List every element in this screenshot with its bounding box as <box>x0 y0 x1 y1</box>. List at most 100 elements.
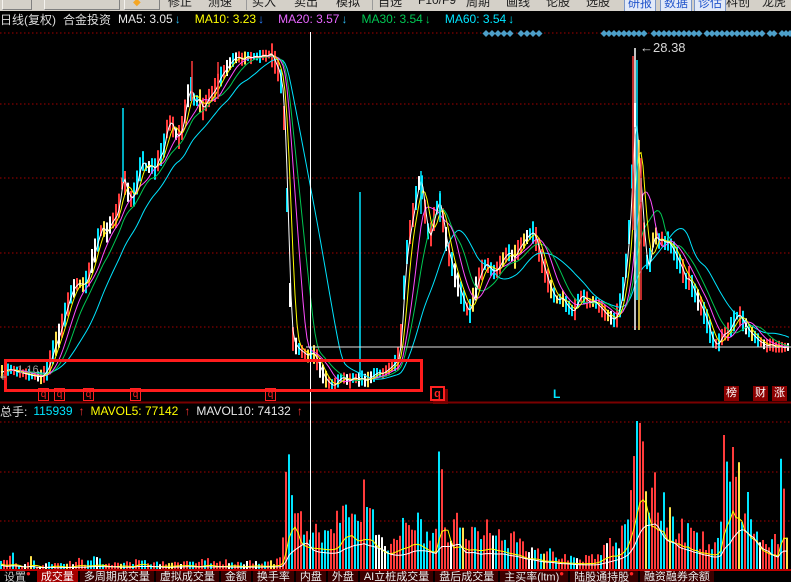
signal-diamond-icon <box>640 30 648 37</box>
up-arrow-icon: ↑ <box>184 404 191 418</box>
signal-diamond-icon <box>494 30 502 37</box>
q-marker[interactable]: q <box>83 388 94 401</box>
tag-button-涨[interactable]: 涨 <box>772 386 787 401</box>
signal-diamond-icon <box>708 30 716 37</box>
toolbar-separator <box>372 0 373 10</box>
toolbar-item-修正[interactable]: 修正 <box>168 0 193 9</box>
toolbar-button-2[interactable] <box>124 0 160 10</box>
l-marker: L <box>553 387 561 401</box>
tab-盘后成交量[interactable]: 盘后成交量 <box>435 571 501 582</box>
tab-虚拟成交量[interactable]: 虚拟成交量 <box>155 571 221 582</box>
up-arrow-icon: ↑ <box>296 404 303 418</box>
toolbar-button-0[interactable] <box>2 0 32 10</box>
top-toolbar: ◆ 修正 测速 买入 卖出 模拟 自选 F10/F9 周期 画线 论股 选股 研报 数据 诊估 科创 龙虎 <box>0 0 791 11</box>
signal-diamond-icon <box>675 30 683 37</box>
signal-diamond-icon <box>665 30 673 37</box>
signal-diamond-icon <box>482 30 490 37</box>
toolbar-item-自选[interactable]: 自选 <box>378 0 403 9</box>
toolbar-item-买入[interactable]: 买入 <box>252 0 277 9</box>
toolbar-item-研报[interactable]: 研报 <box>624 0 657 11</box>
toolbar-item-科创[interactable]: 科创 <box>726 0 751 9</box>
signal-diamond-icon <box>670 30 678 37</box>
tab-融资融券余额[interactable]: 融资融券余额 <box>639 571 716 582</box>
signal-diamond-icon <box>660 30 668 37</box>
signal-diamond-icon <box>770 30 778 37</box>
signal-diamond-icon <box>500 30 508 37</box>
ma-values: MA5: 3.05 ↓ MA10: 3.23 ↓ MA20: 3.57 ↓ MA30: 3.… <box>118 12 528 26</box>
volume-stat-3: MAVOL5: 77142 <box>90 404 179 418</box>
volume-header: 总手: 115939 ↑ MAVOL5: 77142 ↑ MAVOL10: 74132 ↑ <box>0 403 791 419</box>
ma-value-1: MA10: 3.23 ↓ <box>194 12 265 26</box>
tab-外盘[interactable]: 外盘 <box>327 571 360 582</box>
toolbar-item-论股[interactable]: 论股 <box>546 0 571 9</box>
toolbar-item-模拟[interactable]: 模拟 <box>336 0 361 9</box>
volume-stat-5: MAVOL10: 74132 <box>196 404 291 418</box>
toolbar-item-龙虎[interactable]: 龙虎 <box>762 0 787 9</box>
signal-diamond-icon <box>655 30 663 37</box>
signal-diamond-icon <box>738 30 746 37</box>
signal-diamond-icon <box>680 30 688 37</box>
signal-diamond-icon <box>517 30 525 37</box>
volume-stat-1: 115939 <box>33 404 73 418</box>
signal-diamond-icon <box>733 30 741 37</box>
toolbar-separator <box>246 0 247 10</box>
high-price-annotation: ←28.38 <box>640 40 686 55</box>
signal-diamond-icon <box>753 30 761 37</box>
tab-陆股通持股[interactable]: 陆股通持股● <box>570 571 640 582</box>
notification-dot-icon: ● <box>629 570 634 578</box>
tab-AI立桩成交量[interactable]: AI立桩成交量 <box>359 571 436 582</box>
left-arrow-icon: ← <box>640 40 653 55</box>
notification-dot-icon: ● <box>26 570 31 578</box>
signal-diamond-icon <box>703 30 711 37</box>
signal-diamond-icon <box>630 30 638 37</box>
tab-设置[interactable]: 设置● <box>0 571 37 582</box>
toolbar-item-诊估[interactable]: 诊估 <box>694 0 727 11</box>
tab-金额[interactable]: 金额 <box>220 571 253 582</box>
q-marker[interactable]: q <box>130 388 141 401</box>
dash-icon: – <box>8 364 15 376</box>
signal-diamond-icon <box>728 30 736 37</box>
signal-diamond-icon <box>535 30 543 37</box>
toolbar-item-卖出[interactable]: 卖出 <box>294 0 319 9</box>
tab-成交量[interactable]: 成交量 <box>36 571 80 582</box>
down-arrow-icon: ↓ <box>424 12 431 26</box>
notification-dot-icon: ● <box>559 570 565 578</box>
indicator-tab-bar: 设置● 成交量 多周期成交量 虚拟成交量 金额 换手率 内盘 外盘 AI立桩成交量 盘后成交量 主买… <box>0 570 791 582</box>
signal-diamond-icon <box>758 30 766 37</box>
signal-diamond-icon <box>713 30 721 37</box>
tab-多周期成交量[interactable]: 多周期成交量 <box>79 571 156 582</box>
signal-diamond-icon <box>743 30 751 37</box>
q-marker[interactable]: q <box>265 388 276 401</box>
low-price-annotation: – 1.16 <box>8 364 39 376</box>
signal-diamond-icon <box>523 30 531 37</box>
q-marker[interactable]: q <box>54 388 65 401</box>
signal-diamond-icon <box>782 30 790 37</box>
ma-value-0: MA5: 3.05 ↓ <box>118 12 181 26</box>
toolbar-item-F10/F9[interactable]: F10/F9 <box>418 0 457 7</box>
tag-button-榜[interactable]: 榜 <box>724 386 739 401</box>
signal-diamond-icon <box>695 30 703 37</box>
q-marker[interactable]: q <box>38 388 49 401</box>
signal-diamond-icon <box>778 30 786 37</box>
orange-diamond-icon[interactable]: ◆ <box>133 0 141 8</box>
toolbar-button-1[interactable] <box>44 0 120 10</box>
q-marker-box[interactable]: q <box>430 386 445 401</box>
toolbar-item-测速[interactable]: 测速 <box>208 0 233 9</box>
toolbar-item-周期[interactable]: 周期 <box>466 0 491 9</box>
tab-内盘[interactable]: 内盘 <box>295 571 328 582</box>
low-price-value: 1.16 <box>17 364 39 376</box>
ma-value-2: MA20: 3.57 ↓ <box>278 12 348 26</box>
tab-主买率(ltm)[interactable]: 主买率(ltm)● <box>500 570 571 582</box>
red-annotation-box <box>4 359 423 392</box>
signal-diamond-icon <box>718 30 726 37</box>
signal-diamond-icon <box>635 30 643 37</box>
toolbar-item-选股[interactable]: 选股 <box>586 0 611 9</box>
tag-button-财[interactable]: 财 <box>753 386 768 401</box>
stock-name: 合金投资 <box>63 12 112 27</box>
tab-换手率[interactable]: 换手率 <box>252 571 296 582</box>
toolbar-item-画线[interactable]: 画线 <box>506 0 531 9</box>
toolbar-item-数据[interactable]: 数据 <box>660 0 693 11</box>
